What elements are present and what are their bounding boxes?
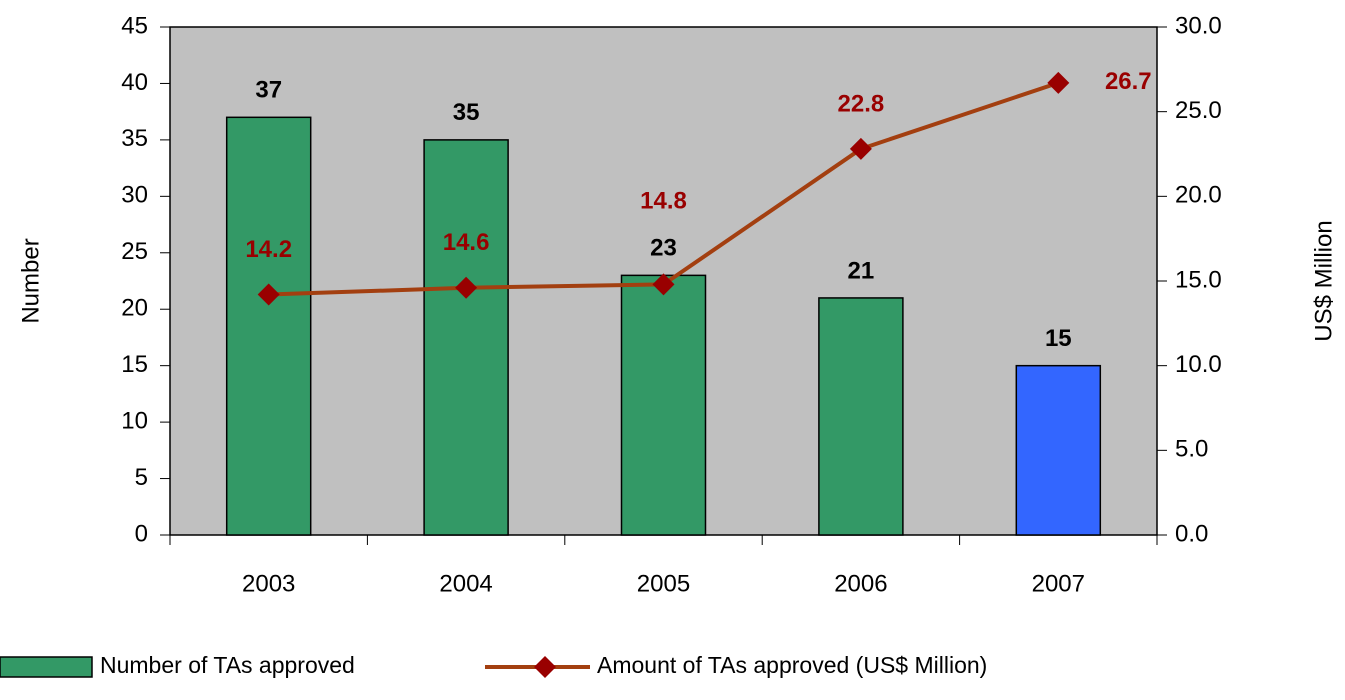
line-marker [257, 283, 280, 306]
x-tick-label: 2004 [439, 570, 492, 597]
line-marker [455, 276, 478, 299]
bar-value-label: 15 [1045, 325, 1072, 352]
line-value-label: 22.8 [838, 90, 885, 117]
bar [423, 139, 509, 536]
legend-swatch [0, 656, 93, 678]
y-tick-label: 30 [121, 182, 148, 209]
bar [818, 297, 904, 536]
y-tick-label: 20 [121, 295, 148, 322]
y-tick-label: 5 [135, 464, 148, 491]
x-tick-label: 2005 [637, 570, 690, 597]
line-marker [849, 137, 872, 160]
y2-tick-label: 25.0 [1175, 97, 1222, 124]
x-tick-label: 2007 [1032, 570, 1085, 597]
legend-label: Number of TAs approved [100, 652, 355, 678]
line-marker [652, 273, 675, 296]
bar-value-label: 23 [650, 235, 677, 262]
y-tick-label: 45 [121, 12, 148, 39]
y-tick-label: 15 [121, 351, 148, 378]
bar-value-label: 37 [255, 77, 282, 104]
line-value-label: 14.6 [443, 229, 490, 256]
bar [620, 274, 707, 536]
y-tick-label: 35 [121, 125, 148, 152]
y2-tick-label: 5.0 [1175, 436, 1208, 463]
y2-tick-label: 20.0 [1175, 182, 1222, 209]
y2-axis-label: US$ Million [1310, 220, 1337, 341]
bar [225, 116, 312, 536]
x-tick-label: 2006 [834, 570, 887, 597]
line-marker [1047, 71, 1070, 94]
y-axis-label: Number [17, 238, 44, 323]
y2-tick-label: 15.0 [1175, 266, 1222, 293]
legend-label: Amount of TAs approved (US$ Million) [597, 652, 987, 678]
line-value-label: 14.2 [245, 236, 292, 263]
y2-tick-label: 30.0 [1175, 12, 1222, 39]
line-value-label: 26.7 [1105, 68, 1152, 95]
y-tick-label: 40 [121, 69, 148, 96]
line-value-label: 14.8 [640, 188, 687, 215]
bar [1015, 364, 1102, 536]
y-tick-label: 25 [121, 238, 148, 265]
y-tick-label: 0 [135, 520, 148, 547]
y2-tick-label: 10.0 [1175, 351, 1222, 378]
bar-value-label: 21 [848, 257, 875, 284]
y2-tick-label: 0.0 [1175, 520, 1208, 547]
y-tick-label: 10 [121, 407, 148, 434]
legend-marker [534, 656, 556, 678]
bar-value-label: 35 [453, 99, 480, 126]
x-tick-label: 2003 [242, 570, 295, 597]
